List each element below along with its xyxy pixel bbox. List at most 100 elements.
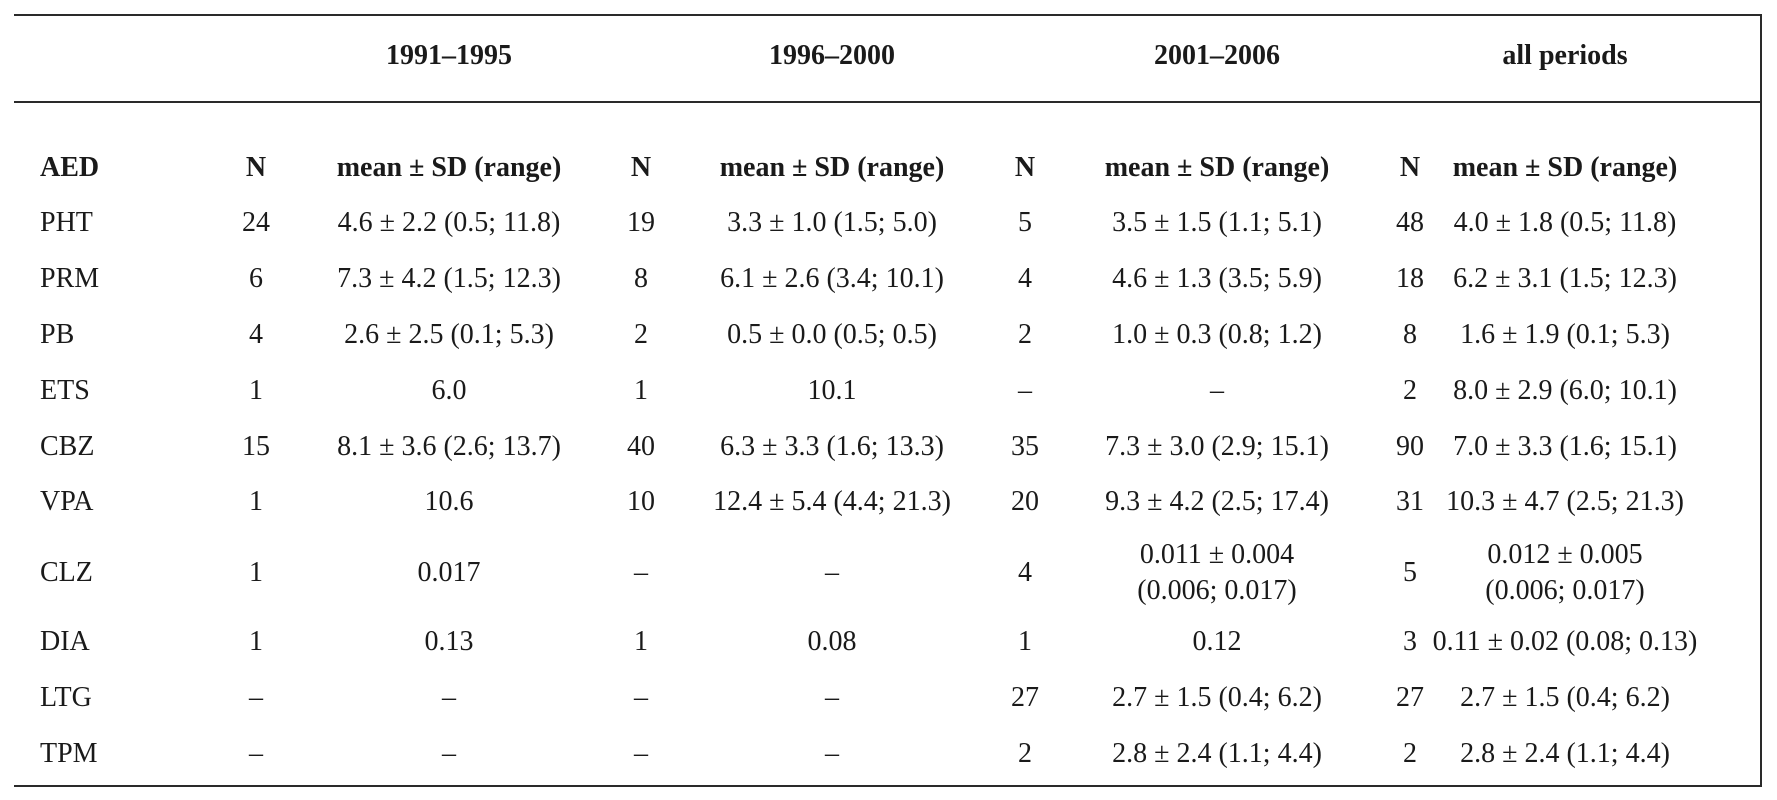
column-header-mean: mean ± SD (range) xyxy=(719,152,945,183)
table-cell-mean: 1.0 ± 0.3 (0.8; 1.2) xyxy=(1112,319,1322,350)
table-row-aed: PHT xyxy=(40,207,93,238)
table-cell-mean: 4.6 ± 1.3 (3.5; 5.9) xyxy=(1112,263,1322,294)
table-cell-n: 1 xyxy=(634,626,648,657)
column-header-mean: mean ± SD (range) xyxy=(336,152,562,183)
table-cell-n: 18 xyxy=(1396,263,1424,294)
table-cell-mean: 10.3 ± 4.7 (2.5; 21.3) xyxy=(1446,486,1684,517)
table-cell-mean: 3.3 ± 1.0 (1.5; 5.0) xyxy=(727,207,937,238)
table-cell-mean-line2: (0.006; 0.017) xyxy=(1485,575,1645,606)
header-divider xyxy=(14,101,1762,103)
table-cell-n: 20 xyxy=(1011,486,1039,517)
table-row-aed: LTG xyxy=(40,682,92,713)
table-cell-mean: 0.017 xyxy=(417,557,481,588)
table-cell-mean: 0.08 xyxy=(807,626,857,657)
table-cell-mean: – xyxy=(825,682,839,713)
table-cell-n: 31 xyxy=(1396,486,1424,517)
table-cell-n: – xyxy=(634,738,648,769)
table-row-aed: TPM xyxy=(40,738,98,769)
table-cell-mean: 1.6 ± 1.9 (0.1; 5.3) xyxy=(1460,319,1670,350)
table-cell-mean: 8.0 ± 2.9 (6.0; 10.1) xyxy=(1453,375,1677,406)
table-cell-n: 2 xyxy=(1403,738,1417,769)
table-cell-n: 40 xyxy=(627,431,655,462)
period-header-1991-1995: 1991–1995 xyxy=(386,40,512,71)
table-cell-n: 5 xyxy=(1018,207,1032,238)
table-cell-mean: – xyxy=(1210,375,1224,406)
table-row-aed: CLZ xyxy=(40,557,93,588)
table-cell-n: 8 xyxy=(634,263,648,294)
table-cell-mean: 3.5 ± 1.5 (1.1; 5.1) xyxy=(1112,207,1322,238)
period-header-1996-2000: 1996–2000 xyxy=(769,40,895,71)
table-row-aed: VPA xyxy=(40,486,94,517)
table-cell-mean: 10.1 xyxy=(807,375,857,406)
table-cell-n: 1 xyxy=(249,486,263,517)
table-cell-n: 27 xyxy=(1396,682,1424,713)
data-table xyxy=(14,14,1762,787)
table-cell-n: – xyxy=(634,682,648,713)
table-cell-n: 35 xyxy=(1011,431,1039,462)
table-cell-mean: 7.0 ± 3.3 (1.6; 15.1) xyxy=(1453,431,1677,462)
period-header-2001-2006: 2001–2006 xyxy=(1154,40,1280,71)
table-cell-n: – xyxy=(249,682,263,713)
table-cell-mean: 4.6 ± 2.2 (0.5; 11.8) xyxy=(337,207,561,238)
table-cell-mean: 7.3 ± 4.2 (1.5; 12.3) xyxy=(337,263,561,294)
table-cell-n: 4 xyxy=(1018,263,1032,294)
table-cell-mean: 2.8 ± 2.4 (1.1; 4.4) xyxy=(1460,738,1670,769)
table-cell-mean: 0.13 xyxy=(424,626,474,657)
table-cell-n: 2 xyxy=(1018,738,1032,769)
table-cell-mean: – xyxy=(825,557,839,588)
table-cell-mean: 12.4 ± 5.4 (4.4; 21.3) xyxy=(713,486,951,517)
table-cell-n: – xyxy=(249,738,263,769)
table-cell-n: – xyxy=(1018,375,1032,406)
table-cell-mean: 0.5 ± 0.0 (0.5; 0.5) xyxy=(727,319,937,350)
table-cell-mean: 6.0 xyxy=(431,375,467,406)
table-cell-mean: 2.6 ± 2.5 (0.1; 5.3) xyxy=(344,319,554,350)
table-cell-n: 1 xyxy=(249,557,263,588)
table-cell-mean-line1: 0.011 ± 0.004 xyxy=(1139,539,1295,570)
table-cell-n: 15 xyxy=(242,431,270,462)
table-cell-n: 48 xyxy=(1396,207,1424,238)
column-header-aed: AED xyxy=(40,152,100,183)
table-cell-mean: 2.7 ± 1.5 (0.4; 6.2) xyxy=(1460,682,1670,713)
column-header-mean: mean ± SD (range) xyxy=(1104,152,1330,183)
table-cell-n: 4 xyxy=(249,319,263,350)
table-cell-n: 10 xyxy=(627,486,655,517)
table-row-aed: CBZ xyxy=(40,431,95,462)
table-cell-n: 2 xyxy=(1018,319,1032,350)
table-cell-mean: 6.2 ± 3.1 (1.5; 12.3) xyxy=(1453,263,1677,294)
table-cell-mean-line2: (0.006; 0.017) xyxy=(1137,575,1297,606)
table-cell-mean: – xyxy=(442,738,456,769)
column-header-n: N xyxy=(630,152,652,183)
table-cell-n: – xyxy=(634,557,648,588)
table-cell-mean: 2.8 ± 2.4 (1.1; 4.4) xyxy=(1112,738,1322,769)
table-cell-mean: 2.7 ± 1.5 (0.4; 6.2) xyxy=(1112,682,1322,713)
table-cell-mean: 10.6 xyxy=(424,486,474,517)
table-cell-mean: – xyxy=(825,738,839,769)
table-cell-mean: 8.1 ± 3.6 (2.6; 13.7) xyxy=(337,431,561,462)
table-cell-n: 19 xyxy=(627,207,655,238)
column-header-n: N xyxy=(1014,152,1036,183)
table-cell-mean: 6.3 ± 3.3 (1.6; 13.3) xyxy=(720,431,944,462)
table-cell-mean: 6.1 ± 2.6 (3.4; 10.1) xyxy=(720,263,944,294)
table-cell-n: 1 xyxy=(634,375,648,406)
table-row-aed: DIA xyxy=(40,626,90,657)
table-cell-n: 1 xyxy=(1018,626,1032,657)
table-cell-mean: – xyxy=(442,682,456,713)
table-cell-mean: 7.3 ± 3.0 (2.9; 15.1) xyxy=(1105,431,1329,462)
table-cell-n: 1 xyxy=(249,375,263,406)
table-cell-n: 3 xyxy=(1403,626,1417,657)
column-header-n: N xyxy=(245,152,267,183)
table-cell-mean: 4.0 ± 1.8 (0.5; 11.8) xyxy=(1453,207,1677,238)
table-cell-n: 27 xyxy=(1011,682,1039,713)
table-cell-mean-line1: 0.012 ± 0.005 xyxy=(1487,539,1643,570)
table-cell-n: 8 xyxy=(1403,319,1417,350)
table-cell-n: 1 xyxy=(249,626,263,657)
column-header-n: N xyxy=(1399,152,1421,183)
table-row-aed: PB xyxy=(40,319,75,350)
table-cell-mean: 0.12 xyxy=(1192,626,1242,657)
table-row-aed: PRM xyxy=(40,263,100,294)
period-header-all-periods: all periods xyxy=(1502,40,1628,71)
column-header-mean: mean ± SD (range) xyxy=(1452,152,1678,183)
table-row-aed: ETS xyxy=(40,375,90,406)
table-cell-n: 2 xyxy=(634,319,648,350)
table-cell-n: 2 xyxy=(1403,375,1417,406)
